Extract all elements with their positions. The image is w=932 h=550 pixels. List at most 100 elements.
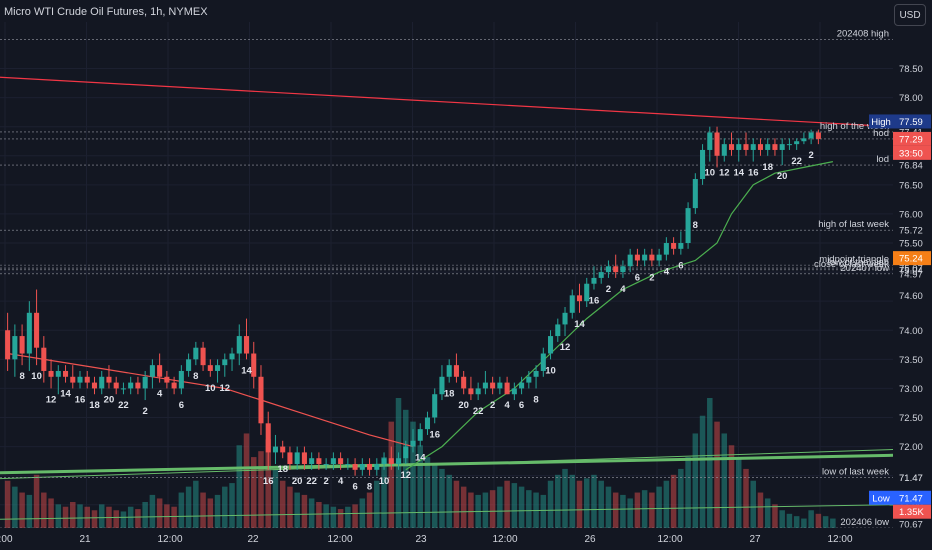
volume-bar	[685, 457, 691, 528]
price-label-tag-text: High	[871, 117, 891, 128]
volume-bar	[33, 474, 40, 528]
volume-bar	[583, 478, 590, 528]
hour-label: 2	[143, 406, 148, 417]
price-label-tag-text: Low	[872, 493, 890, 504]
candle-body	[338, 458, 344, 465]
candle-body	[548, 336, 554, 354]
hour-label: 20	[458, 400, 469, 411]
level-label: high of the week	[820, 121, 889, 132]
volume-bar	[714, 421, 720, 528]
candle-body	[207, 365, 213, 371]
volume-bar	[98, 504, 105, 528]
volume-bar	[55, 504, 62, 528]
candle-body	[642, 254, 648, 261]
volume-bar	[193, 480, 199, 528]
price-label-box	[893, 114, 931, 129]
volume-bar	[830, 518, 836, 528]
candle-body	[765, 144, 771, 150]
hour-label: 12	[400, 470, 411, 481]
time-axis-label: 12:00	[0, 534, 13, 545]
candle-body	[215, 365, 221, 371]
candle-body	[367, 464, 373, 470]
candle-body	[193, 347, 199, 360]
candle-body	[381, 458, 387, 465]
volume-bar	[41, 492, 47, 528]
price-axis-tick: 70.67	[899, 519, 923, 530]
price-axis-tick: 72.50	[899, 413, 923, 424]
candle-body	[634, 254, 640, 261]
candle-body	[700, 149, 706, 180]
candle-body	[605, 266, 611, 273]
hour-label: 4	[620, 284, 626, 295]
volume-bar	[200, 492, 206, 528]
volume-bar	[779, 510, 785, 528]
hour-label: 14	[733, 168, 744, 179]
level-label: lod	[876, 154, 889, 165]
level-label: 202408 high	[837, 28, 889, 39]
candle-body	[5, 330, 11, 360]
hour-label: 20	[104, 394, 115, 405]
hour-label: 2	[808, 150, 813, 161]
candle-body	[84, 376, 90, 383]
volume-bar	[736, 457, 742, 528]
candle-body	[157, 365, 163, 377]
volume-bar	[649, 492, 655, 528]
price-axis-tick: 72.00	[899, 442, 923, 453]
candle-body	[48, 370, 54, 377]
volume-bar	[91, 510, 98, 528]
volume-bar	[388, 421, 395, 528]
price-axis-tick: 75.72	[899, 226, 923, 237]
candle-body	[757, 144, 764, 150]
volume-bar	[634, 492, 641, 528]
currency-button[interactable]: USD	[894, 4, 926, 26]
price-axis-tick: 71.47	[899, 473, 923, 484]
hour-label: 22	[791, 156, 802, 167]
candle-body	[786, 144, 792, 146]
hour-label: 14	[415, 453, 426, 464]
volume-bar	[547, 480, 554, 528]
volume-bar	[258, 451, 264, 528]
volume-bar	[272, 468, 279, 528]
level-label: high of last week	[818, 219, 889, 230]
hour-label: 6	[635, 272, 640, 283]
volume-bar	[815, 513, 822, 528]
hour-label: 10	[31, 371, 42, 382]
volume-bar	[489, 490, 496, 528]
volume-bar	[598, 480, 604, 528]
volume-bar	[518, 486, 525, 528]
time-axis-label: 12:00	[827, 534, 852, 545]
volume-bar	[526, 490, 532, 528]
volume-bar	[743, 468, 749, 528]
level-label: midpoint triangle	[819, 254, 889, 265]
volume-bar	[511, 483, 518, 528]
volume-bar	[214, 494, 221, 528]
price-axis-tick: 76.00	[899, 209, 923, 220]
volume-bar	[142, 502, 148, 528]
candle-body	[294, 452, 300, 465]
candle-body	[627, 254, 633, 267]
candle-body	[721, 144, 727, 156]
volume-bar	[707, 398, 713, 528]
time-axis-label: 12:00	[327, 534, 352, 545]
price-label-value: 77.29	[899, 134, 923, 145]
price-axis-tick: 75.50	[899, 239, 923, 250]
candle-body	[519, 382, 525, 389]
volume-bar	[569, 474, 576, 528]
time-axis-label: 12:00	[657, 534, 682, 545]
candle-body	[671, 243, 677, 249]
hour-label: 10	[705, 168, 716, 179]
candle-body	[656, 254, 662, 261]
volume-bar	[236, 445, 243, 528]
volume-bar	[822, 516, 829, 528]
candle-body	[569, 295, 575, 313]
volume-bar	[764, 498, 771, 528]
candle-body	[540, 353, 546, 371]
time-axis-label: 12:00	[157, 534, 182, 545]
candle-body	[772, 144, 778, 150]
candle-body	[620, 266, 626, 273]
price-label-box	[893, 145, 931, 160]
volume-bar	[757, 492, 764, 528]
price-axis-tick: 74.97	[899, 269, 923, 280]
